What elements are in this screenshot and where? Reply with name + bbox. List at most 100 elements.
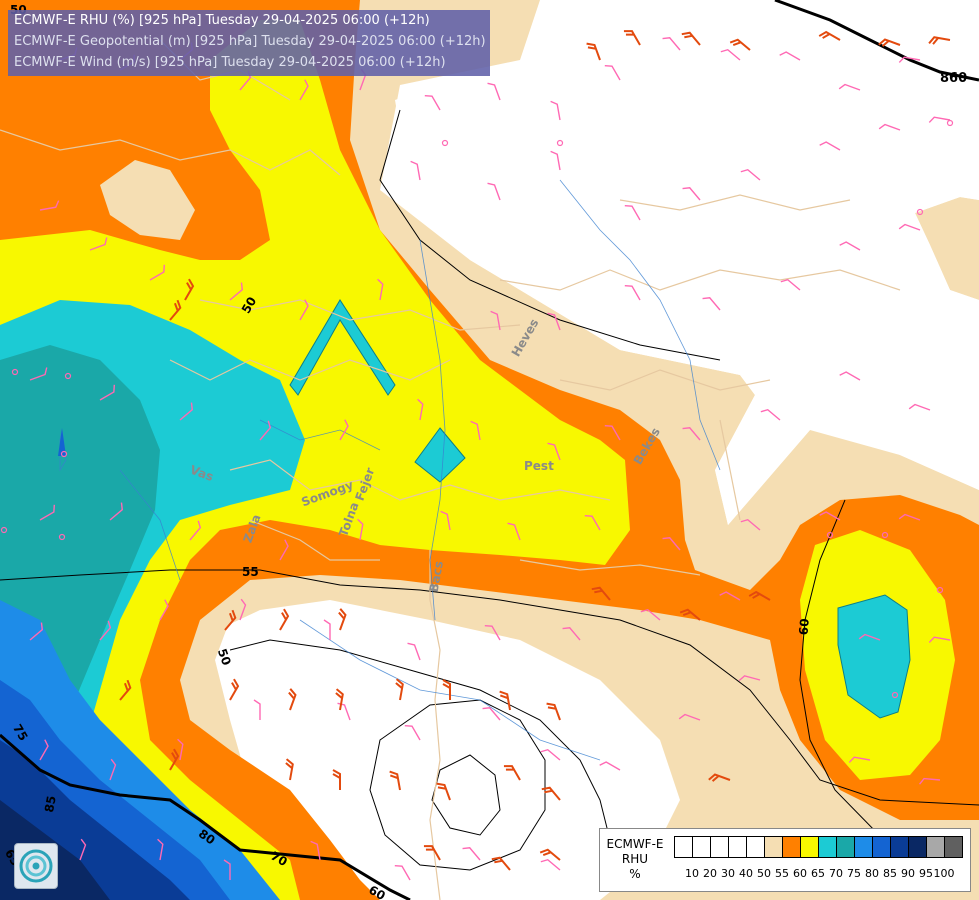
wind-barb-icon [540, 858, 561, 871]
wind-barb-icon [109, 502, 123, 521]
wind-barb-icon [410, 160, 421, 181]
legend-tick-label: 50 [757, 867, 771, 880]
rhu-65-70-center-diamond [414, 427, 466, 483]
wind-barb-icon [357, 518, 364, 541]
wind-barb-icon [547, 442, 561, 461]
wind-barb-icon [562, 627, 581, 641]
rhu-low-northeast [395, 10, 979, 525]
calm-wind-icon [64, 372, 72, 380]
wind-barb-icon [338, 608, 347, 631]
legend-swatch [728, 836, 747, 858]
wind-barb-icon [640, 608, 661, 621]
wind-barb-icon [928, 36, 951, 45]
wind-barb-icon [288, 688, 297, 711]
wind-barb-icon [928, 636, 951, 643]
legend-swatch [890, 836, 909, 858]
wind-barb-icon [377, 278, 384, 301]
calm-wind-icon [916, 208, 924, 216]
wind-barb-icon [928, 116, 951, 123]
wind-barb-icon [79, 838, 87, 861]
wind-barb-icon [394, 864, 411, 881]
wind-barb-icon [99, 384, 116, 401]
legend-swatch [764, 836, 783, 858]
legend-swatch [854, 836, 873, 858]
wind-barb-icon [310, 840, 321, 861]
wind-barb-icon [259, 420, 272, 441]
calm-wind-icon [881, 531, 889, 539]
legend-tick-label: 55 [775, 867, 789, 880]
contour-label-55: 55 [242, 565, 259, 579]
wind-barb-icon [299, 299, 309, 321]
header-geopotential-title: ECMWF-E Geopotential (m) [925 hPa] Tuesd… [14, 34, 486, 49]
lake-marker [58, 428, 66, 456]
wind-barb-icon [184, 278, 195, 301]
geopotential-contour-50-core [431, 754, 501, 836]
header-rhu-title: ECMWF-E RHU (%) [925 hPa] Tuesday 29-04-… [14, 13, 430, 28]
wind-barb-icon [490, 310, 501, 331]
wind-barb-icon [177, 738, 184, 761]
wind-barb-icon [423, 845, 441, 861]
wind-barbs [0, 30, 954, 881]
legend-tick-label: 10 [685, 867, 699, 880]
calm-wind-icon [11, 368, 19, 376]
wind-barb-icon [682, 427, 701, 441]
wind-barb-icon [323, 619, 331, 640]
wind-barb-icon [624, 204, 641, 221]
calm-wind-icon [60, 450, 68, 458]
wind-barb-icon [159, 599, 169, 621]
legend-swatch [836, 836, 855, 858]
wind-barb-icon [719, 591, 741, 601]
wind-barb-icon [279, 608, 290, 631]
legend-color-bar [674, 836, 963, 858]
geopotential-contour-60-east [799, 499, 880, 836]
wind-barb-icon [838, 83, 861, 91]
wind-barb-icon [720, 48, 741, 61]
legend-swatch [818, 836, 837, 858]
legend-ticks: 10 20 30 40 50 55 60 65 70 75 80 85 90 95 100 [674, 867, 974, 881]
wind-barb-icon [547, 312, 561, 331]
place-label-bacs: Bacs [427, 560, 446, 593]
wind-barb-icon [599, 761, 621, 771]
wind-barb-icon [550, 150, 561, 171]
wind-barb-icon [604, 424, 621, 441]
calm-wind-icon [556, 139, 564, 147]
wind-barb-icon [503, 765, 521, 781]
wind-barb-icon [442, 679, 451, 700]
wind-barb-icon [678, 713, 701, 721]
wind-barb-icon [679, 608, 701, 621]
wind-barb-icon [491, 856, 511, 871]
legend-tick-label: 40 [739, 867, 753, 880]
wind-barb-icon [395, 678, 404, 701]
geopotential-contour-860 [774, 0, 979, 82]
legend-tick-label: 85 [883, 867, 897, 880]
legend-tick-label: 80 [865, 867, 879, 880]
wind-barb-icon [550, 100, 561, 121]
rhu-50-55-nw-lobe [100, 160, 195, 240]
wind-barb-icon [229, 282, 243, 301]
wind-barb-icon [99, 620, 112, 641]
wind-barb-icon [740, 168, 761, 181]
wind-barb-icon [339, 419, 349, 441]
legend-tick-label: 70 [829, 867, 843, 880]
legend-swatch [710, 836, 729, 858]
wind-barb-icon [119, 679, 132, 701]
legend-title-variable: RHU [621, 852, 649, 866]
wind-barb-icon [779, 51, 801, 61]
legend-title: ECMWF-E RHU % [604, 837, 666, 882]
map-header: ECMWF-E RHU (%) [925 hPa] Tuesday 29-04-… [8, 10, 490, 76]
calm-wind-icon [58, 533, 66, 541]
wind-barb-icon [462, 847, 481, 861]
wind-barb-icon [546, 702, 561, 721]
wind-barb-icon [189, 520, 202, 541]
wind-barb-icon [819, 141, 841, 151]
rhu-65-70-east [837, 594, 911, 719]
wind-barb-icon [839, 371, 861, 381]
wind-barb-icon [149, 264, 166, 281]
contour-label-50-south: 50 [215, 647, 234, 667]
legend-tick-label: 100 [933, 867, 955, 880]
wind-barb-icon [279, 539, 289, 561]
legend-swatch [692, 836, 711, 858]
header-wind-title: ECMWF-E Wind (m/s) [925 hPa] Tuesday 29-… [14, 55, 446, 70]
wind-barb-icon [662, 537, 681, 551]
